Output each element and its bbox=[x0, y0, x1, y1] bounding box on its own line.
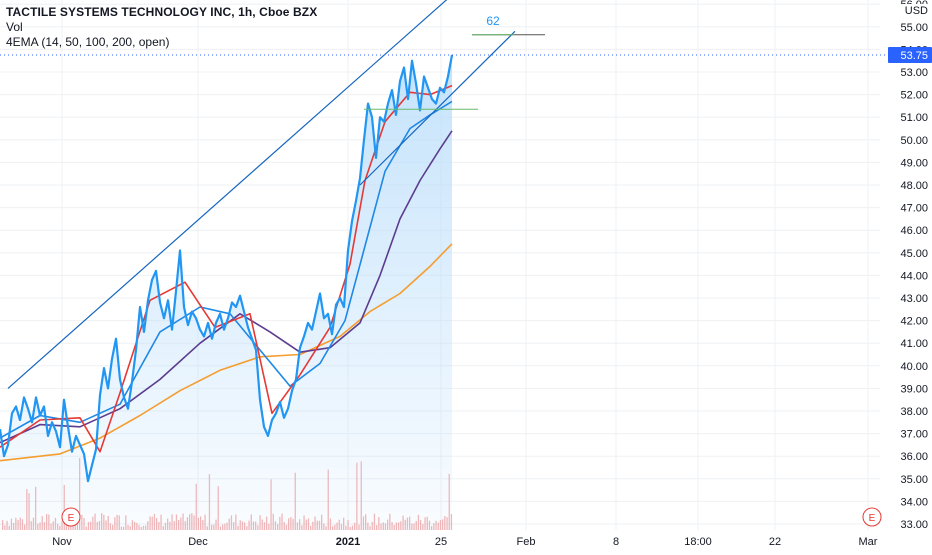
y-tick-label: 51.00 bbox=[900, 112, 928, 124]
y-tick-label: 49.00 bbox=[900, 157, 928, 169]
x-tick-label: Dec bbox=[188, 536, 208, 548]
last-price-label[interactable]: 53.75 bbox=[900, 50, 928, 62]
x-tick-label: 25 bbox=[435, 536, 447, 548]
last-price-label-bg bbox=[888, 47, 932, 64]
chart-legend: TACTILE SYSTEMS TECHNOLOGY INC, 1h, Cboe… bbox=[6, 5, 317, 50]
y-tick-label: 40.00 bbox=[900, 361, 928, 373]
earnings-marker[interactable] bbox=[862, 507, 882, 527]
legend-title[interactable]: TACTILE SYSTEMS TECHNOLOGY INC, 1h, Cboe… bbox=[6, 5, 318, 19]
channel-upper-line[interactable] bbox=[7, 0, 462, 389]
y-tick-label: 47.00 bbox=[900, 203, 928, 215]
x-tick-label: 8 bbox=[613, 536, 619, 548]
y-tick-label: 34.00 bbox=[900, 496, 928, 508]
x-tick-label: 22 bbox=[769, 536, 781, 548]
y-tick-label: 50.00 bbox=[900, 135, 928, 147]
unit-bg bbox=[893, 4, 929, 16]
y-axis-unit: USD bbox=[905, 5, 928, 17]
y-tick-label: 44.00 bbox=[900, 270, 928, 282]
y-tick-label: 37.00 bbox=[900, 429, 928, 441]
y-tick-label: 39.00 bbox=[900, 383, 928, 395]
earnings-marker-label: E bbox=[869, 513, 876, 524]
x-axis-panel bbox=[0, 530, 932, 550]
ema100-line[interactable] bbox=[0, 130, 453, 444]
y-tick-label: 43.00 bbox=[900, 293, 928, 305]
y-tick-label: 52.00 bbox=[900, 90, 928, 102]
x-tick-label: Feb bbox=[517, 536, 536, 548]
legend-vol[interactable]: Vol bbox=[6, 20, 23, 34]
ema50-line[interactable] bbox=[0, 100, 453, 439]
y-tick-label: 38.00 bbox=[900, 406, 928, 418]
y-tick-label: 48.00 bbox=[900, 180, 928, 192]
x-tick-label: Mar bbox=[859, 536, 878, 548]
y-tick-label: 46.00 bbox=[900, 225, 928, 237]
price-line[interactable] bbox=[0, 54, 454, 483]
y-tick-label: 41.00 bbox=[900, 338, 928, 350]
series-lines bbox=[0, 0, 545, 483]
channel-lower-line[interactable] bbox=[359, 30, 516, 186]
legend-ema[interactable]: 4EMA (14, 50, 100, 200, open) bbox=[6, 35, 170, 49]
y-tick-label: 53.00 bbox=[900, 67, 928, 79]
x-tick-label: 2021 bbox=[336, 536, 360, 548]
y-tick-label: 55.00 bbox=[900, 22, 928, 34]
annotation-label[interactable]: 62 bbox=[486, 14, 500, 28]
annotations: 62 E E bbox=[0, 14, 886, 527]
y-axis-panel bbox=[886, 0, 932, 550]
y-tick-label: 42.00 bbox=[900, 316, 928, 328]
y-tick-label: 33.00 bbox=[900, 519, 928, 531]
earnings-marker-label: E bbox=[68, 513, 75, 524]
x-tick-label: 18:00 bbox=[684, 536, 712, 548]
y-tick-label: 36.00 bbox=[900, 451, 928, 463]
y-tick-label: 45.00 bbox=[900, 248, 928, 260]
y-tick-label: 35.00 bbox=[900, 474, 928, 486]
earnings-marker[interactable] bbox=[61, 507, 81, 527]
x-tick-label: Nov bbox=[52, 536, 72, 548]
